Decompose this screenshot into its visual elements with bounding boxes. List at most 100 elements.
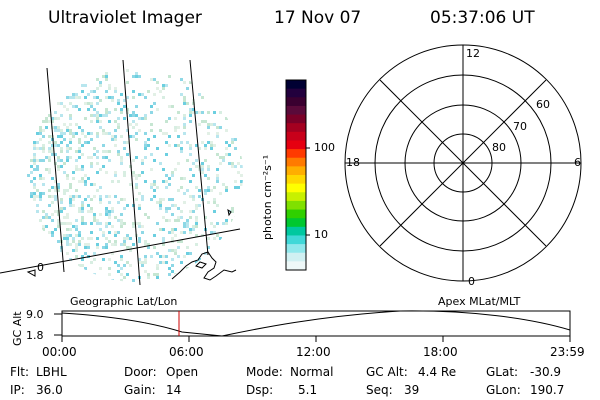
uv-pixel	[177, 144, 180, 147]
uv-pixel	[60, 132, 63, 135]
color-bar-segment	[286, 140, 306, 150]
color-bar-segment	[286, 209, 306, 219]
uv-pixel	[126, 69, 129, 72]
uv-pixel	[63, 132, 66, 135]
uv-pixel	[207, 165, 210, 168]
uv-pixel	[123, 240, 126, 243]
uv-pixel	[93, 114, 96, 117]
uv-pixel	[69, 141, 72, 144]
uv-pixel	[105, 210, 108, 213]
uv-pixel	[159, 255, 162, 258]
uv-pixel	[216, 174, 219, 177]
uv-pixel	[99, 201, 102, 204]
uv-pixel	[99, 228, 102, 231]
uv-pixel	[51, 150, 54, 153]
uv-pixel	[66, 150, 69, 153]
uv-pixel	[186, 222, 189, 225]
uv-pixel	[174, 144, 177, 147]
uv-pixel	[123, 174, 126, 177]
uv-pixel	[192, 198, 195, 201]
uv-pixel	[33, 144, 36, 147]
uv-pixel	[48, 156, 51, 159]
uv-pixel	[81, 165, 84, 168]
meridian-line	[46, 67, 65, 273]
uv-pixel	[102, 234, 105, 237]
uv-pixel	[150, 123, 153, 126]
uv-pixel	[219, 162, 222, 165]
uv-pixel	[156, 87, 159, 90]
uv-pixel	[51, 147, 54, 150]
uv-pixel	[219, 237, 222, 240]
uv-pixel	[66, 234, 69, 237]
uv-pixel	[195, 219, 198, 222]
uv-pixel	[141, 231, 144, 234]
uv-pixel	[63, 105, 66, 108]
uv-pixel	[111, 99, 114, 102]
uv-pixel	[54, 180, 57, 183]
uv-pixel	[75, 189, 78, 192]
uv-pixel	[30, 171, 33, 174]
uv-pixel	[174, 234, 177, 237]
uv-pixel	[69, 183, 72, 186]
uv-pixel	[135, 138, 138, 141]
uv-pixel	[96, 237, 99, 240]
uv-pixel	[126, 153, 129, 156]
uv-pixel	[96, 243, 99, 246]
uv-pixel	[117, 126, 120, 129]
uv-pixel	[33, 177, 36, 180]
uv-pixel	[126, 81, 129, 84]
uv-pixel	[48, 147, 51, 150]
uv-pixel	[186, 219, 189, 222]
uv-pixel	[207, 132, 210, 135]
uv-pixel	[96, 162, 99, 165]
uv-pixel	[57, 219, 60, 222]
color-bar-segment	[286, 252, 306, 262]
uv-pixel	[165, 207, 168, 210]
uv-pixel	[84, 198, 87, 201]
uv-pixel	[180, 78, 183, 81]
uv-pixel	[99, 186, 102, 189]
uv-pixel	[135, 186, 138, 189]
uv-pixel	[105, 207, 108, 210]
uv-pixel	[225, 189, 228, 192]
uv-pixel	[219, 111, 222, 114]
uv-pixel	[96, 135, 99, 138]
uv-pixel	[150, 105, 153, 108]
uv-pixel	[111, 279, 114, 282]
uv-pixel	[117, 123, 120, 126]
meridian-line	[189, 59, 209, 256]
uv-pixel	[135, 177, 138, 180]
uv-pixel	[186, 141, 189, 144]
uv-pixel	[93, 252, 96, 255]
uv-pixel	[192, 102, 195, 105]
uv-pixel	[57, 102, 60, 105]
uv-pixel	[177, 240, 180, 243]
uv-pixel	[87, 243, 90, 246]
uv-pixel	[69, 147, 72, 150]
uv-pixel	[36, 195, 39, 198]
uv-pixel	[39, 198, 42, 201]
uv-pixel	[189, 180, 192, 183]
color-bar-segment	[286, 149, 306, 159]
uv-pixel	[30, 195, 33, 198]
uv-pixel	[30, 165, 33, 168]
color-bar-segment	[286, 131, 306, 142]
uv-pixel	[99, 213, 102, 216]
uv-pixel	[219, 192, 222, 195]
uv-pixel	[210, 189, 213, 192]
uv-pixel	[156, 108, 159, 111]
uv-pixel	[141, 171, 144, 174]
uv-pixel	[39, 174, 42, 177]
uv-pixel	[99, 81, 102, 84]
observation-date: 17 Nov 07	[274, 8, 362, 28]
uv-pixel	[165, 84, 168, 87]
uv-pixel	[183, 99, 186, 102]
uv-pixel	[192, 225, 195, 228]
uv-pixel	[108, 201, 111, 204]
uv-pixel	[126, 261, 129, 264]
uv-pixel	[78, 207, 81, 210]
info-ip-value: 36.0	[36, 383, 63, 397]
uv-pixel	[162, 84, 165, 87]
uv-pixel	[57, 165, 60, 168]
uv-pixel	[117, 153, 120, 156]
